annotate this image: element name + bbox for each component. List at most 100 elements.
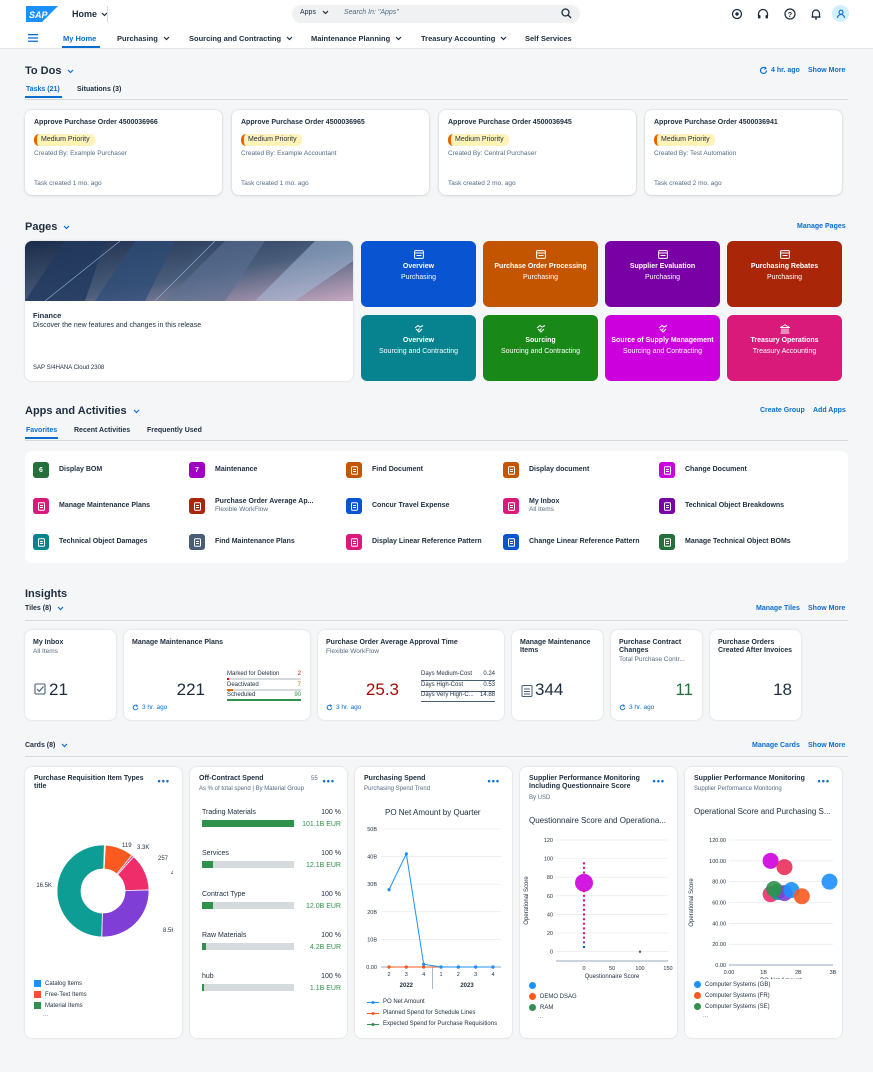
news-hero-card[interactable]: Finance Discover the new features and ch… xyxy=(25,241,353,381)
tiles-show-more-link[interactable]: Show More xyxy=(808,605,846,612)
search-input[interactable]: Search In: "Apps" xyxy=(344,9,399,16)
search-bar[interactable]: Apps Search In: "Apps" xyxy=(292,5,580,23)
data-point[interactable] xyxy=(582,931,586,935)
todo-card[interactable]: Approve Purchase Order 4500036945 Medium… xyxy=(439,110,636,195)
todo-card[interactable]: Approve Purchase Order 4500036941 Medium… xyxy=(645,110,842,195)
data-point[interactable] xyxy=(762,852,779,869)
app-favorite[interactable]: Concur Travel Expense xyxy=(346,498,496,514)
manage-cards-link[interactable]: Manage Cards xyxy=(752,742,800,749)
nav-item-treasury[interactable]: Treasury Accounting xyxy=(421,34,507,43)
data-point[interactable] xyxy=(439,965,443,969)
data-point[interactable] xyxy=(582,941,586,944)
app-favorite[interactable]: Change Document xyxy=(659,462,809,478)
data-point[interactable] xyxy=(582,922,586,925)
manage-tiles-link[interactable]: Manage Tiles xyxy=(756,605,800,612)
nav-item-maintenance[interactable]: Maintenance Planning xyxy=(311,34,402,43)
data-point[interactable] xyxy=(793,888,810,905)
app-favorite[interactable]: My Inbox All Items xyxy=(503,498,653,514)
cards-show-more-link[interactable]: Show More xyxy=(808,742,846,749)
tile-manage-maintenance-items[interactable]: Manage Maintenance Items 344 xyxy=(512,630,603,720)
data-point[interactable] xyxy=(638,950,642,953)
data-point[interactable] xyxy=(404,852,408,856)
create-group-link[interactable]: Create Group xyxy=(760,407,805,414)
headset-icon[interactable] xyxy=(756,7,770,21)
overflow-menu-icon[interactable]: ••• xyxy=(487,776,500,786)
tile-manage-maintenance-plans[interactable]: Manage Maintenance Plans 221 3 hr. ago M… xyxy=(124,630,310,720)
sap-logo[interactable]: SAP xyxy=(26,6,58,22)
data-point[interactable] xyxy=(582,889,586,893)
app-favorite[interactable]: Display document xyxy=(503,462,653,478)
todo-card[interactable]: Approve Purchase Order 4500036966 Medium… xyxy=(25,110,222,195)
app-favorite[interactable]: Find Document xyxy=(346,462,496,478)
help-icon[interactable]: ? xyxy=(783,7,797,21)
card-purchase-requisition[interactable]: Purchase Requisition Item Types title ••… xyxy=(25,767,182,1038)
bell-icon[interactable] xyxy=(809,7,823,21)
data-point[interactable] xyxy=(582,903,586,907)
pages-heading[interactable]: Pages xyxy=(25,221,70,233)
home-menu[interactable]: Home xyxy=(72,9,108,19)
search-scope-select[interactable]: Apps xyxy=(300,9,329,16)
data-point[interactable] xyxy=(582,894,586,898)
app-favorite[interactable]: Technical Object Breakdowns xyxy=(659,498,809,514)
add-apps-link[interactable]: Add Apps xyxy=(813,407,846,414)
tile-refresh[interactable]: 3 hr. ago xyxy=(132,704,167,711)
page-tile[interactable]: Overview Sourcing and Contracting xyxy=(361,315,476,381)
app-favorite[interactable]: Find Maintenance Plans xyxy=(189,534,339,550)
nav-item-purchasing[interactable]: Purchasing xyxy=(117,34,170,43)
app-favorite[interactable]: Manage Maintenance Plans xyxy=(33,498,183,514)
todos-heading[interactable]: To Dos xyxy=(25,65,74,77)
data-point[interactable] xyxy=(582,866,586,870)
user-avatar[interactable] xyxy=(832,5,849,22)
nav-item-sourcing[interactable]: Sourcing and Contracting xyxy=(189,34,293,43)
data-point[interactable] xyxy=(582,917,586,921)
nav-item-my-home[interactable]: My Home xyxy=(63,34,96,43)
card-off-contract-spend[interactable]: Off-Contract Spend 55 ••• As % of total … xyxy=(190,767,347,1038)
data-point[interactable] xyxy=(776,859,793,876)
page-tile[interactable]: Purchasing Rebates Purchasing xyxy=(727,241,842,307)
data-point[interactable] xyxy=(582,899,586,902)
page-tile[interactable]: Purchase Order Processing Purchasing xyxy=(483,241,598,307)
data-point[interactable] xyxy=(387,888,391,892)
tab-favorites[interactable]: Favorites xyxy=(26,427,58,434)
tile-po-after-invoices[interactable]: Purchase Orders Created After Invoices 1… xyxy=(710,630,801,720)
joule-icon[interactable] xyxy=(730,7,744,21)
tab-frequently-used[interactable]: Frequently Used xyxy=(147,427,202,434)
app-favorite[interactable]: Purchase Order Average Ap... Flexible Wor… xyxy=(189,498,339,514)
data-point[interactable] xyxy=(582,913,586,916)
donut-slice[interactable] xyxy=(56,844,105,938)
data-point[interactable] xyxy=(387,965,391,969)
tab-situations[interactable]: Situations (3) xyxy=(77,86,122,93)
overflow-menu-icon[interactable]: ••• xyxy=(652,776,665,786)
card-supplier-performance[interactable]: Supplier Performance Monitoring ••• Supp… xyxy=(685,767,842,1038)
card-supplier-performance-questionnaire[interactable]: Supplier Performance Monitoring Includin… xyxy=(520,767,677,1038)
hamburger-menu-icon[interactable] xyxy=(28,34,38,42)
data-point[interactable] xyxy=(582,908,586,912)
app-favorite[interactable]: Change Linear Reference Pattern xyxy=(503,534,653,550)
data-point[interactable] xyxy=(404,965,408,969)
page-tile[interactable]: Treasury Operations Treasury Accounting xyxy=(727,315,842,381)
app-favorite[interactable]: 7 Maintenance xyxy=(189,462,339,478)
overflow-menu-icon[interactable]: ••• xyxy=(157,776,170,786)
overflow-menu-icon[interactable]: ••• xyxy=(322,776,335,786)
app-favorite[interactable]: 6 Display BOM xyxy=(33,462,183,478)
tile-my-inbox[interactable]: My Inbox All Items 21 xyxy=(25,630,116,720)
todos-refresh-button[interactable]: 4 hr. ago xyxy=(759,66,800,75)
cards-toggle[interactable]: Cards (8) xyxy=(25,742,68,749)
tile-po-approval-time[interactable]: Purchase Order Average Approval Time Fle… xyxy=(318,630,504,720)
app-favorite[interactable]: Display Linear Reference Pattern xyxy=(346,534,496,550)
tiles-toggle[interactable]: Tiles (8) xyxy=(25,605,64,612)
tile-refresh[interactable]: 3 hr. ago xyxy=(326,704,361,711)
data-point[interactable] xyxy=(582,871,586,874)
data-point[interactable] xyxy=(582,862,586,865)
overflow-menu-icon[interactable]: ••• xyxy=(817,776,830,786)
app-favorite[interactable]: Manage Technical Object BOMs xyxy=(659,534,809,550)
tab-tasks[interactable]: Tasks (21) xyxy=(26,86,60,93)
tile-purchase-contract-changes[interactable]: Purchase Contract Changes Total Purchase… xyxy=(611,630,702,720)
page-tile[interactable]: Supplier Evaluation Purchasing xyxy=(605,241,720,307)
data-point[interactable] xyxy=(582,936,586,939)
data-point[interactable] xyxy=(821,873,838,890)
data-point[interactable] xyxy=(474,965,478,969)
data-point[interactable] xyxy=(582,927,586,930)
nav-item-self-services[interactable]: Self Services xyxy=(525,34,572,43)
data-point[interactable] xyxy=(422,965,426,969)
